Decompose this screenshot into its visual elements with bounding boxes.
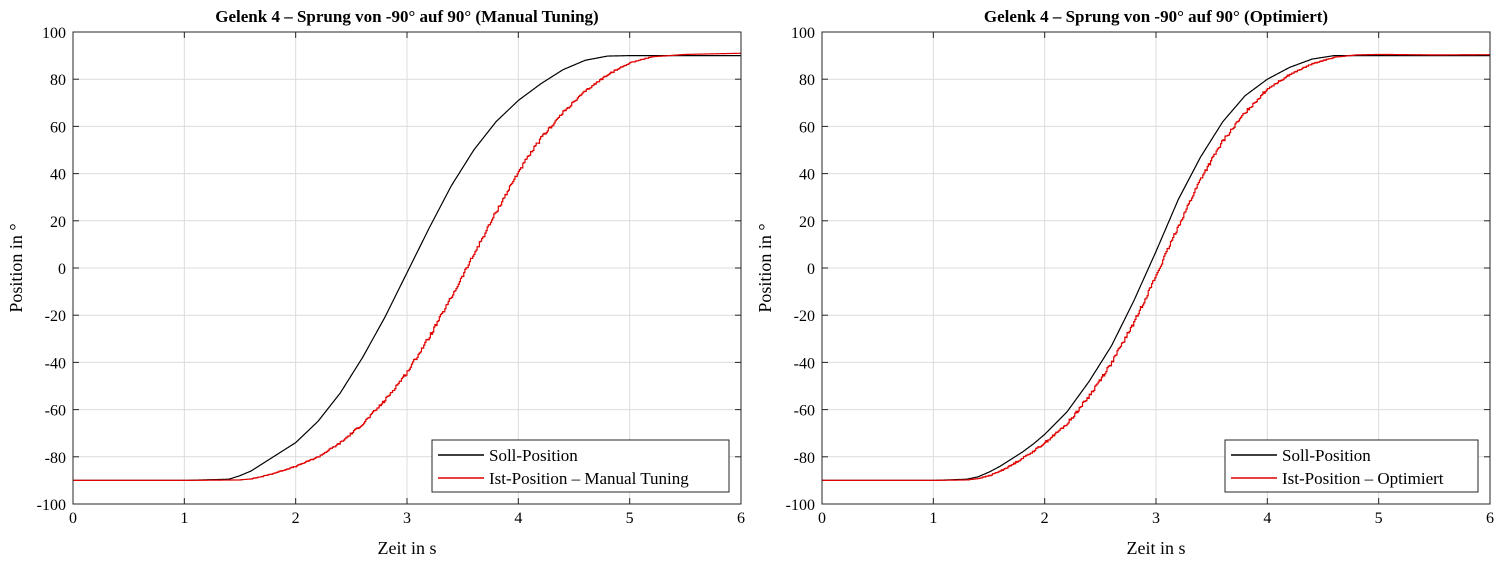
legend: Soll-Position Ist-Position – Optimiert bbox=[1224, 439, 1479, 493]
x-tick-label: 5 bbox=[1375, 510, 1383, 527]
y-tick-label: -40 bbox=[794, 355, 815, 372]
y-tick-label: 20 bbox=[799, 214, 815, 231]
chart-panel-manual-tuning: 0 1 2 3 4 5 6 100 80 60 40 20 0 -20 -40 -60 -80 -100 Gelen… bbox=[6, 7, 745, 558]
y-tick-label: -80 bbox=[45, 450, 66, 467]
y-tick-label: 100 bbox=[42, 25, 66, 42]
y-tick-label: 80 bbox=[799, 72, 815, 89]
x-tick-label: 5 bbox=[626, 510, 634, 527]
y-tick-label: 0 bbox=[58, 261, 66, 278]
x-tick-label: 3 bbox=[1152, 510, 1160, 527]
x-axis-label: Zeit in s bbox=[1127, 538, 1186, 558]
legend-entry: Ist-Position – Optimiert bbox=[1282, 469, 1444, 488]
x-tick-label: 1 bbox=[929, 510, 937, 527]
y-tick-label: -40 bbox=[45, 355, 66, 372]
y-tick-label: -80 bbox=[794, 450, 815, 467]
y-tick-label: -20 bbox=[45, 308, 66, 325]
y-tick-label: 60 bbox=[50, 119, 66, 136]
chart-panel-optimiert: 0 1 2 3 4 5 6 100 80 60 40 20 0 -20 -40 -60 -80 -100 Gelen… bbox=[749, 0, 1498, 561]
y-tick-label: 40 bbox=[799, 167, 815, 184]
y-tick-label: -100 bbox=[786, 497, 815, 514]
y-tick-label: 100 bbox=[791, 25, 815, 42]
y-axis-label: Position in ° bbox=[6, 223, 26, 312]
y-tick-label: 0 bbox=[807, 261, 815, 278]
y-tick-label: 60 bbox=[799, 119, 815, 136]
chart-manual-tuning: 0 1 2 3 4 5 6 100 80 60 40 20 0 -20 -40 -60 -80 -100 Gelen… bbox=[6, 7, 745, 558]
y-tick-label: -60 bbox=[794, 403, 815, 420]
x-axis-label: Zeit in s bbox=[378, 538, 437, 558]
chart-title: Gelenk 4 – Sprung von -90° auf 90° (Opti… bbox=[984, 7, 1328, 26]
chart-optimiert: 0 1 2 3 4 5 6 100 80 60 40 20 0 -20 -40 -60 -80 -100 Gelen… bbox=[755, 7, 1494, 558]
x-tick-label: 4 bbox=[1263, 510, 1271, 527]
chart-title: Gelenk 4 – Sprung von -90° auf 90° (Manu… bbox=[215, 7, 598, 26]
y-tick-label: -20 bbox=[794, 308, 815, 325]
legend-entry: Ist-Position – Manual Tuning bbox=[489, 469, 689, 488]
x-tick-label: 6 bbox=[1486, 510, 1494, 527]
x-tick-label: 1 bbox=[180, 510, 188, 527]
series-line-ist-position bbox=[822, 53, 1490, 481]
x-tick-label: 2 bbox=[1041, 510, 1049, 527]
x-tick-label: 0 bbox=[69, 510, 77, 527]
y-tick-label: 80 bbox=[50, 72, 66, 89]
y-tick-label: 20 bbox=[50, 214, 66, 231]
legend-entry: Soll-Position bbox=[489, 446, 578, 465]
legend-box bbox=[1224, 439, 1479, 493]
x-tick-label: 4 bbox=[514, 510, 522, 527]
y-axis-label: Position in ° bbox=[755, 223, 775, 312]
x-tick-label: 2 bbox=[292, 510, 300, 527]
legend-entry: Soll-Position bbox=[1282, 446, 1371, 465]
x-tick-label: 3 bbox=[403, 510, 411, 527]
series-line-ist-position bbox=[73, 52, 742, 481]
y-tick-label: -100 bbox=[37, 497, 66, 514]
legend-box bbox=[431, 439, 730, 493]
legend: Soll-Position Ist-Position – Manual Tunin… bbox=[431, 439, 730, 493]
x-tick-label: 0 bbox=[818, 510, 826, 527]
y-tick-label: -60 bbox=[45, 403, 66, 420]
y-tick-label: 40 bbox=[50, 167, 66, 184]
x-tick-label: 6 bbox=[737, 510, 745, 527]
